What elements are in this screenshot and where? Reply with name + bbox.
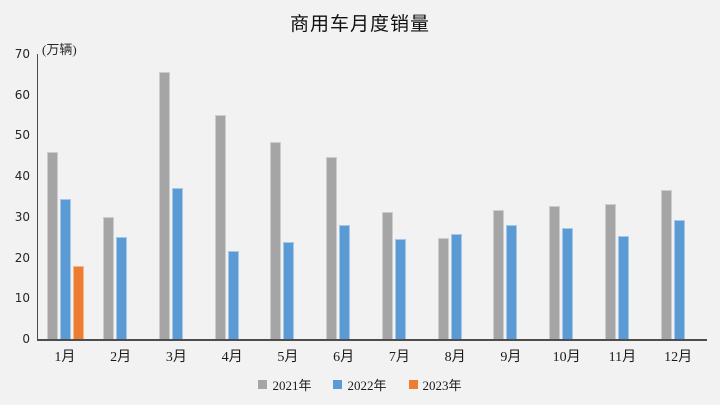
y-tick-label: 20 <box>14 250 30 265</box>
bar-2021年-6月 <box>326 157 338 339</box>
y-axis-unit-label: (万辆) <box>42 42 77 57</box>
bar-2021年-3月 <box>158 72 170 339</box>
bar-2022年-7月 <box>394 238 406 339</box>
bar-2022年-5月 <box>283 241 295 339</box>
bar-2021年-12月 <box>660 190 672 339</box>
bar-2022年-10月 <box>562 227 574 339</box>
bar-2023年-1月 <box>73 265 85 339</box>
x-tick-label: 12月 <box>664 350 693 365</box>
bar-2021年-8月 <box>437 238 449 339</box>
y-tick-label: 30 <box>14 209 30 224</box>
x-tick-label: 8月 <box>444 350 466 365</box>
legend-label: 2023年 <box>422 378 462 393</box>
y-tick-label: 60 <box>14 87 30 102</box>
x-tick-label: 9月 <box>500 350 522 365</box>
plot-area <box>37 54 707 341</box>
x-tick-label: 10月 <box>552 350 581 365</box>
legend-swatch-icon <box>333 380 343 389</box>
bar-2021年-2月 <box>103 216 115 339</box>
bar-2022年-6月 <box>339 224 351 339</box>
x-tick-label: 6月 <box>333 350 355 365</box>
bar-2022年-9月 <box>506 225 518 339</box>
x-tick-label: 3月 <box>165 350 187 365</box>
chart-title: 商用车月度销量 <box>289 14 430 35</box>
y-tick-label: 0 <box>22 332 30 346</box>
bar-2021年-5月 <box>270 142 282 339</box>
y-tick-label: 40 <box>14 169 30 184</box>
legend-swatch-icon <box>258 380 268 389</box>
bar-2022年-1月 <box>60 198 72 339</box>
y-tick-label: 10 <box>14 291 30 306</box>
x-tick-label: 11月 <box>608 350 637 365</box>
bar-2021年-9月 <box>493 209 505 339</box>
bar-2021年-10月 <box>549 206 561 339</box>
x-tick-label: 5月 <box>277 350 299 365</box>
bar-2021年-11月 <box>604 204 616 339</box>
x-tick-label: 1月 <box>54 350 76 365</box>
legend-item-2021年: 2021年 <box>258 375 311 394</box>
x-tick-label: 7月 <box>388 350 410 365</box>
y-tick-label: 70 <box>14 47 30 61</box>
bar-2021年-1月 <box>47 151 59 339</box>
bar-2022年-8月 <box>450 233 462 339</box>
bar-2021年-4月 <box>214 115 226 339</box>
bar-2022年-12月 <box>673 220 685 339</box>
bar-2022年-3月 <box>171 187 183 339</box>
legend-swatch-icon <box>408 380 418 389</box>
y-tick-label: 50 <box>14 128 30 143</box>
bar-2022年-4月 <box>227 250 239 339</box>
legend: 2021年 2022年 2023年 <box>0 375 720 394</box>
legend-label: 2021年 <box>272 378 312 393</box>
legend-item-2022年: 2022年 <box>333 375 387 394</box>
legend-item-2023年: 2023年 <box>408 375 462 394</box>
bar-2021年-7月 <box>381 211 393 339</box>
bar-2022年-11月 <box>617 235 629 339</box>
x-tick-label: 2月 <box>110 350 132 365</box>
bar-2022年-2月 <box>116 237 128 339</box>
legend-label: 2022年 <box>347 378 387 393</box>
x-tick-label: 4月 <box>221 350 243 365</box>
